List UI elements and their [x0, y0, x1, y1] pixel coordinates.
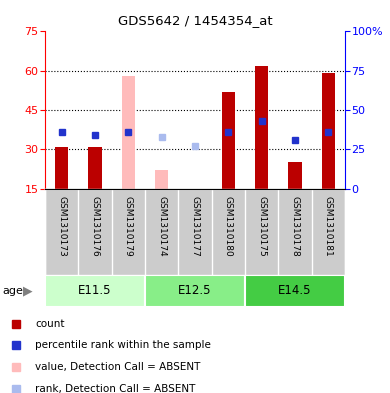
Bar — [122, 76, 135, 189]
Text: GSM1310180: GSM1310180 — [224, 196, 233, 256]
Text: ▶: ▶ — [23, 284, 32, 298]
Text: GSM1310178: GSM1310178 — [291, 196, 300, 256]
Text: value, Detection Call = ABSENT: value, Detection Call = ABSENT — [35, 362, 200, 372]
Text: rank, Detection Call = ABSENT: rank, Detection Call = ABSENT — [35, 384, 195, 393]
Bar — [155, 170, 168, 189]
Bar — [222, 92, 235, 189]
Bar — [255, 66, 268, 189]
Text: GSM1310179: GSM1310179 — [124, 196, 133, 256]
Text: E11.5: E11.5 — [78, 284, 112, 298]
Text: GSM1310181: GSM1310181 — [324, 196, 333, 256]
Text: age: age — [2, 286, 23, 296]
Text: E14.5: E14.5 — [278, 284, 312, 298]
Text: GSM1310173: GSM1310173 — [57, 196, 66, 256]
Text: percentile rank within the sample: percentile rank within the sample — [35, 340, 211, 351]
Bar — [45, 275, 145, 307]
Bar — [55, 147, 68, 189]
Text: GSM1310177: GSM1310177 — [190, 196, 200, 256]
Bar — [322, 73, 335, 189]
Text: count: count — [35, 319, 65, 329]
Text: GDS5642 / 1454354_at: GDS5642 / 1454354_at — [118, 14, 272, 27]
Text: E12.5: E12.5 — [178, 284, 212, 298]
Bar — [245, 275, 345, 307]
Bar — [289, 162, 302, 189]
Text: GSM1310175: GSM1310175 — [257, 196, 266, 256]
Bar — [145, 275, 245, 307]
Text: GSM1310176: GSM1310176 — [90, 196, 99, 256]
Bar — [88, 147, 101, 189]
Text: GSM1310174: GSM1310174 — [157, 196, 166, 256]
